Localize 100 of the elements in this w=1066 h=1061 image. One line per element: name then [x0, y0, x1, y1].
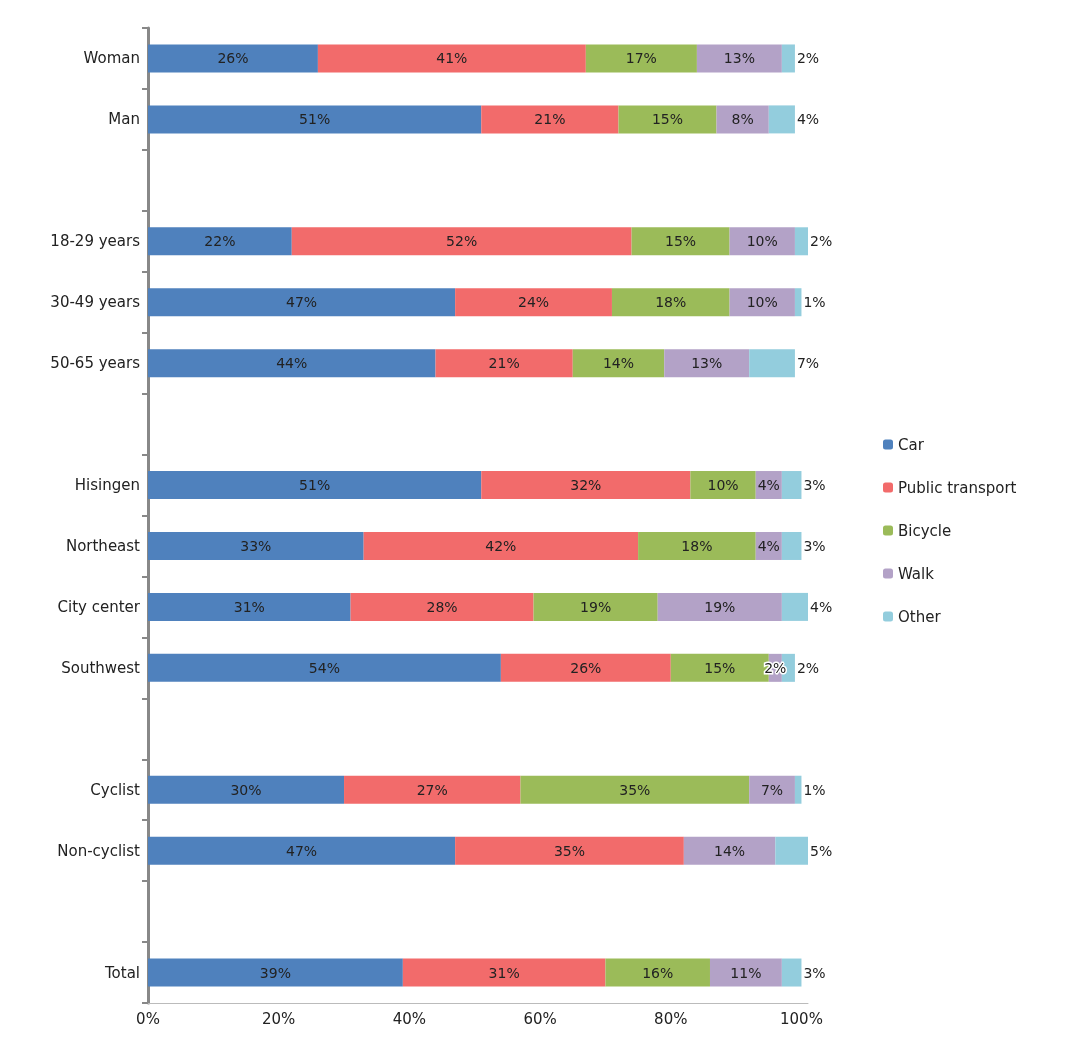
- bar: [148, 958, 403, 987]
- data-label: 2%: [796, 659, 820, 676]
- data-label: 10%: [746, 233, 778, 250]
- bar: [455, 288, 612, 317]
- bar: [729, 288, 795, 317]
- bar: [794, 288, 802, 317]
- bar: [455, 836, 684, 865]
- data-label: 47%: [286, 842, 318, 859]
- bar: [402, 958, 606, 987]
- data-label: 54%: [308, 659, 340, 676]
- data-label: 21%: [534, 111, 566, 128]
- legend-label: Other: [898, 607, 942, 626]
- x-tick-label: 80%: [654, 1009, 688, 1028]
- y-tick-label: Non-cyclist: [57, 841, 141, 860]
- data-label: 19%: [704, 598, 736, 615]
- data-label: 1%: [803, 294, 826, 311]
- y-tick-label: Cyclist: [90, 780, 141, 799]
- data-label: 52%: [446, 233, 478, 250]
- data-label: 17%: [625, 50, 657, 67]
- data-label: 4%: [757, 477, 780, 494]
- bar: [317, 44, 586, 73]
- bar: [657, 592, 782, 621]
- y-tick-label: Total: [103, 963, 140, 982]
- bar: [683, 836, 776, 865]
- bar: [148, 349, 436, 378]
- data-label: 19%: [580, 598, 612, 615]
- data-label: 14%: [714, 842, 746, 859]
- bar: [344, 775, 521, 804]
- data-label: 14%: [602, 355, 635, 372]
- data-label: 21%: [488, 355, 520, 372]
- data-label: 28%: [426, 598, 458, 615]
- y-tick-label: Hisingen: [74, 476, 140, 495]
- bar: [709, 958, 782, 987]
- bar: [148, 775, 345, 804]
- data-label: 31%: [488, 964, 520, 981]
- data-label: 13%: [691, 355, 723, 372]
- data-label: 15%: [665, 233, 697, 250]
- data-label: 27%: [416, 781, 448, 798]
- legend-label: Walk: [898, 564, 935, 583]
- y-tick-label: Woman: [83, 49, 140, 68]
- bar: [638, 531, 756, 560]
- bar: [572, 349, 665, 378]
- legend-label: Public transport: [898, 478, 1017, 497]
- y-tick-label: City center: [57, 597, 141, 616]
- legend-label: Car: [898, 435, 925, 454]
- data-label: 7%: [796, 355, 820, 372]
- data-label: 4%: [810, 598, 833, 615]
- bar: [618, 105, 717, 134]
- bar: [148, 653, 501, 682]
- data-label: 26%: [570, 659, 602, 676]
- data-label: 16%: [642, 964, 674, 981]
- bar: [291, 227, 632, 256]
- bar: [148, 288, 456, 317]
- data-label: 41%: [436, 50, 468, 67]
- bar: [664, 349, 750, 378]
- y-tick-label: 50-65 years: [50, 354, 141, 373]
- bar: [775, 836, 808, 865]
- bar: [481, 105, 619, 134]
- bar: [768, 105, 795, 134]
- y-tick-label: Man: [108, 110, 140, 129]
- y-tick-label: Southwest: [61, 658, 141, 677]
- bar: [749, 349, 795, 378]
- bar: [148, 531, 364, 560]
- bar: [148, 592, 351, 621]
- bar: [500, 653, 671, 682]
- bar: [729, 227, 795, 256]
- data-label: 15%: [651, 111, 684, 128]
- data-label: 32%: [570, 477, 602, 494]
- y-tick-label: 18-29 years: [50, 232, 141, 251]
- bar: [781, 592, 808, 621]
- bar: [148, 105, 482, 134]
- data-label: 3%: [803, 477, 826, 494]
- bar: [781, 531, 802, 560]
- x-tick-label: 60%: [523, 1009, 557, 1028]
- bar: [794, 227, 808, 256]
- bar: [585, 44, 697, 73]
- bar: [148, 471, 482, 500]
- data-label: 1%: [803, 781, 826, 798]
- bar: [481, 471, 691, 500]
- bar: [696, 44, 782, 73]
- data-label: 35%: [619, 781, 651, 798]
- bar: [350, 592, 534, 621]
- x-tick-label: 0%: [136, 1009, 160, 1028]
- data-label: 39%: [259, 964, 291, 981]
- bar: [690, 471, 756, 500]
- data-label: 15%: [704, 659, 736, 676]
- bar: [148, 836, 456, 865]
- data-label: 42%: [485, 537, 517, 554]
- data-label: 4%: [796, 111, 820, 128]
- data-label: 13%: [723, 50, 755, 67]
- data-label: 35%: [553, 842, 586, 859]
- bar: [148, 44, 318, 73]
- data-label: 2%: [810, 233, 833, 250]
- data-label: 8%: [731, 111, 754, 128]
- bar: [781, 471, 802, 500]
- data-label: 24%: [517, 294, 550, 311]
- data-label: 18%: [681, 537, 713, 554]
- data-label: 22%: [204, 233, 236, 250]
- data-label: 30%: [230, 781, 262, 798]
- bar: [605, 958, 710, 987]
